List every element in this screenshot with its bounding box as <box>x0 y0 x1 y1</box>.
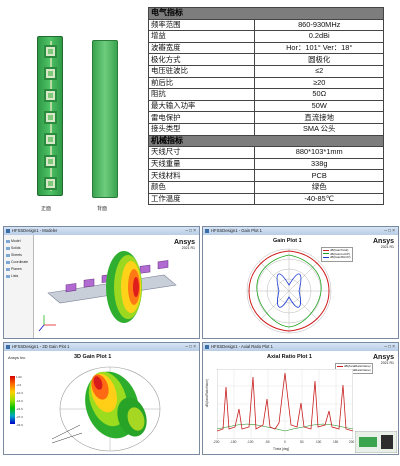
scale-label: 1.02 <box>16 375 22 379</box>
scale-label: -27.3 <box>16 415 23 419</box>
color-scale-bar <box>10 376 15 424</box>
ansys-logo: Ansys Inc <box>8 355 26 360</box>
scale-label: -4.6 <box>16 383 22 387</box>
back-caption: 背面 <box>97 206 108 212</box>
tree-item[interactable]: Sheets <box>6 252 31 259</box>
table-row: 增益 0.2dBi <box>147 30 384 43</box>
ansys-logo: Ansys 2021 R1 <box>173 239 195 250</box>
table-row: 频率范围 860-930MHz <box>147 18 384 32</box>
axial-titlebar[interactable]: HFSSDesign1 - Axial Ratio Plot 1 –□× <box>203 343 398 351</box>
table-row: 工作温度 -40-85℃ <box>147 192 384 206</box>
gain-plot-window[interactable]: HFSSDesign1 - Gain Plot 1 –□× Gain Plot … <box>202 226 399 339</box>
table-row: 最大输入功率 50W <box>147 99 384 113</box>
gain3d-titlebar[interactable]: HFSSDesign1 - 3D Gain Plot 1 –□× <box>4 343 199 351</box>
ansys-logo: Ansys 2021 R1 <box>372 238 394 249</box>
table-row: 电压驻波比 ≤2 <box>147 64 384 78</box>
tree-item[interactable]: Model <box>6 238 31 245</box>
model-tree[interactable]: Model Solids Sheets Coordinate Planes Li… <box>4 235 34 338</box>
axial-ylabel: dB(AxialRatioValue) <box>205 379 209 408</box>
gain3d-plot-title: 3D Gain Plot 1 <box>74 354 112 360</box>
gain3d-view[interactable] <box>32 359 200 455</box>
window-controls[interactable]: –□× <box>384 344 396 350</box>
axial-plot-title: Axial Ratio Plot 1 <box>267 354 312 360</box>
tree-item[interactable]: Planes <box>6 266 31 273</box>
tree-item[interactable]: Solids <box>6 245 31 252</box>
axial-xlabel: Theta [deg] <box>273 447 290 451</box>
table-row: 极化方式 圆极化 <box>147 53 384 66</box>
spec-table: 电气指标 频率范围 860-930MHz 增益 0.2dBi 波瓣宽度 Hor：101… <box>147 7 384 206</box>
antenna-photos: 正面 背面 <box>0 0 145 222</box>
scale-label: -16.0 <box>16 399 23 403</box>
front-caption: 正面 <box>41 206 52 212</box>
gain-legend: dB(GainTotal) dB(GainLHCP) dB(GainRHCP) <box>321 247 353 262</box>
mechanical-header: 机械指标 <box>148 134 384 148</box>
antenna-back-photo <box>92 40 118 198</box>
gain-polar-plot[interactable] <box>243 245 335 337</box>
antenna-front-photo <box>37 36 63 196</box>
modeler-titlebar[interactable]: HFSSDesign1 - Modeler –□× <box>4 227 199 235</box>
table-row: 天线重量 338g <box>147 157 384 171</box>
window-controls[interactable]: –□× <box>185 228 197 234</box>
modeler-3d-view[interactable] <box>36 245 198 337</box>
axial-ratio-window[interactable]: HFSSDesign1 - Axial Ratio Plot 1 –□× Axi… <box>202 342 399 455</box>
ansys-logo: Ansys 2021 R1 <box>372 354 394 365</box>
gain3d-window[interactable]: HFSSDesign1 - 3D Gain Plot 1 –□× Ansys I… <box>3 342 200 455</box>
axial-xticks: -200 -150 -100 -50 0 50 100 150 200 <box>213 440 355 444</box>
table-row: 天线尺寸 880*103*1mm <box>147 146 384 159</box>
window-controls[interactable]: –□× <box>185 344 197 350</box>
table-row: 接头类型 SMA 公头 <box>147 122 384 136</box>
table-row: 阻抗 50Ω <box>147 88 384 101</box>
thumbnail-preview[interactable] <box>355 431 397 453</box>
scale-label: -21.6 <box>16 407 23 411</box>
axial-ratio-plot[interactable] <box>217 369 353 439</box>
tree-item[interactable]: Lists <box>6 273 31 280</box>
gain-plot-title: Gain Plot 1 <box>273 238 302 244</box>
window-controls[interactable]: –□× <box>384 228 396 234</box>
electrical-header: 电气指标 <box>148 7 384 20</box>
gain-titlebar[interactable]: HFSSDesign1 - Gain Plot 1 –□× <box>203 227 398 235</box>
table-row: 前后比 ≥20 <box>147 76 384 90</box>
table-row: 颜色 绿色 <box>147 180 384 194</box>
table-row: 波瓣宽度 Hor：101° Ver：18° <box>147 41 384 55</box>
tree-item[interactable]: Coordinate <box>6 259 31 266</box>
modeler-window[interactable]: HFSSDesign1 - Modeler –□× Model Solids S… <box>3 226 200 339</box>
scale-label: -10.3 <box>16 391 23 395</box>
table-row: 雷电保护 直流接地 <box>147 111 384 124</box>
table-row: 天线材料 PCB <box>147 169 384 182</box>
scale-label: -33.0 <box>16 423 23 427</box>
